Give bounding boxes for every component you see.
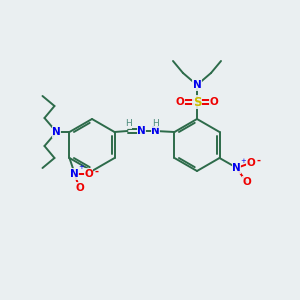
Text: N: N (137, 126, 146, 136)
Text: H: H (125, 119, 132, 128)
Text: N: N (193, 80, 201, 90)
Text: N: N (70, 169, 79, 179)
Text: S: S (193, 95, 201, 109)
Text: O: O (210, 97, 218, 107)
Text: N: N (232, 163, 241, 173)
Text: -: - (94, 167, 98, 177)
Text: N: N (52, 127, 61, 137)
Text: +: + (241, 158, 246, 164)
Text: N: N (151, 126, 160, 136)
Text: O: O (242, 177, 251, 187)
Text: -: - (256, 156, 260, 166)
Text: H: H (152, 118, 159, 127)
Text: +: + (79, 164, 84, 170)
Text: O: O (176, 97, 184, 107)
Text: O: O (84, 169, 93, 179)
Text: O: O (246, 158, 255, 168)
Text: O: O (75, 183, 84, 193)
